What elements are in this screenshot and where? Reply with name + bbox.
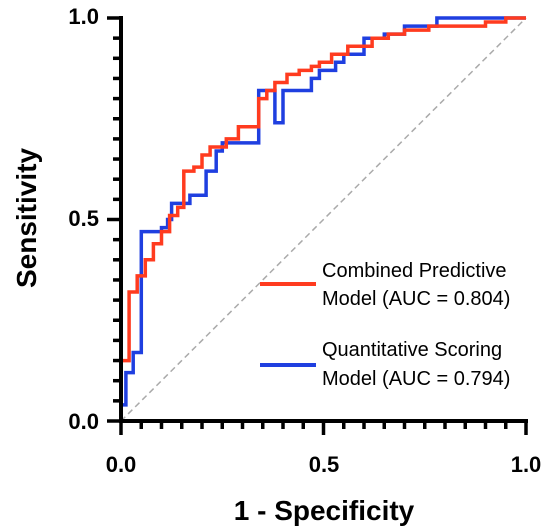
reference-diagonal-line	[120, 17, 527, 422]
legend-label-combined-line1: Combined Predictive	[322, 260, 507, 282]
x-tick-label-1: 0.5	[309, 452, 340, 477]
y-tick-label-2: 1.0	[68, 4, 99, 29]
x-tick-label-0: 0.0	[106, 452, 137, 477]
ticks	[107, 16, 528, 435]
x-tick-label-2: 1.0	[511, 452, 542, 477]
combined-predictive-roc-line	[119, 16, 526, 421]
x-axis-title: 1 - Specificity	[234, 495, 415, 526]
legend-label-quantitative-line2: Model (AUC = 0.794)	[322, 368, 510, 390]
y-tick-label-1: 0.5	[68, 206, 99, 231]
plot-area	[119, 16, 527, 422]
legend: Combined Predictive Model (AUC = 0.804) …	[260, 260, 510, 390]
legend-label-quantitative-line1: Quantitative Scoring	[322, 339, 502, 361]
quantitative-scoring-roc-line	[119, 16, 526, 421]
y-axis-title: Sensitivity	[11, 148, 42, 288]
legend-label-combined-line2: Model (AUC = 0.804)	[322, 288, 510, 310]
y-tick-label-0: 0.0	[68, 409, 99, 434]
